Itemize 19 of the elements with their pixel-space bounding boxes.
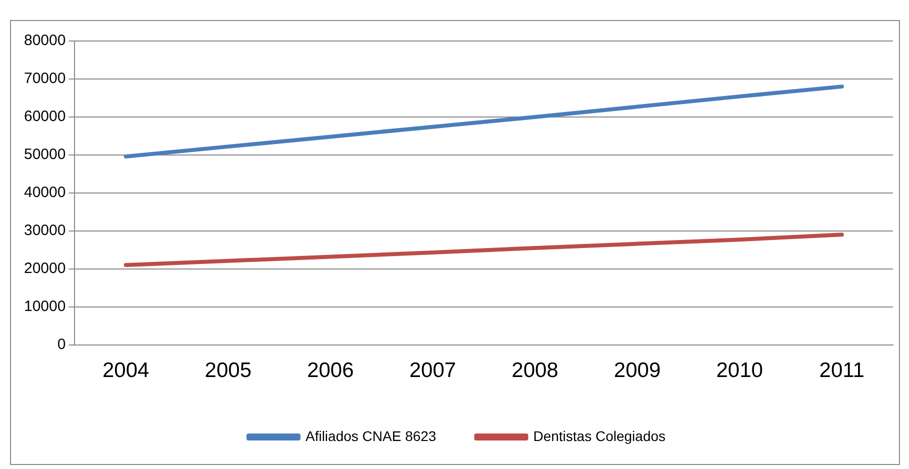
y-tick-label: 70000 xyxy=(24,70,66,88)
y-tick-label: 80000 xyxy=(24,32,66,50)
y-tick-label: 20000 xyxy=(24,260,66,277)
y-tick-label: 60000 xyxy=(24,108,66,126)
legend-label: Afiliados CNAE 8623 xyxy=(305,428,436,444)
x-tick-label: 2011 xyxy=(819,359,864,382)
y-tick-label: 0 xyxy=(57,336,66,353)
x-tick-label: 2007 xyxy=(409,359,456,382)
x-tick-label: 2006 xyxy=(307,359,354,382)
x-tick-label: 2008 xyxy=(512,359,558,382)
x-tick-label: 2010 xyxy=(716,359,763,382)
y-tick-label: 50000 xyxy=(24,146,66,164)
x-tick-label: 2004 xyxy=(102,359,150,382)
y-tick-label: 30000 xyxy=(24,222,66,240)
x-tick-label: 2005 xyxy=(204,359,252,382)
y-tick-label: 40000 xyxy=(24,184,66,202)
legend-label: Dentistas Colegiados xyxy=(533,428,666,444)
y-tick-label: 10000 xyxy=(24,298,66,315)
x-tick-label: 2009 xyxy=(614,359,661,382)
